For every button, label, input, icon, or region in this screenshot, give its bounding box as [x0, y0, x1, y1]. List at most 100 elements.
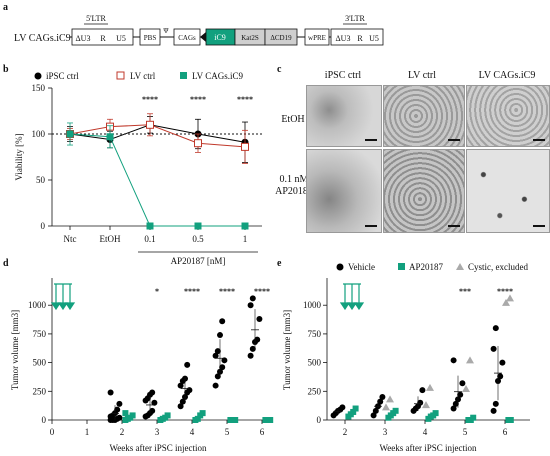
d-point-black [256, 315, 263, 322]
d-ytick-label: 500 [33, 358, 47, 368]
d-point-black [249, 295, 256, 302]
construct-name: LV CAGs.iC9 [14, 33, 71, 44]
panel-label-a: a [3, 2, 8, 13]
legend-ipsc-label: iPSC ctrl [46, 71, 79, 81]
scalebar-5 [448, 225, 460, 227]
e-point-black [497, 373, 504, 380]
d-point-black [149, 389, 156, 396]
legend-lvic9-label: LV CAGs.iC9 [192, 71, 244, 81]
e-point-black [417, 399, 424, 406]
b-xtick-label: EtOH [100, 234, 121, 244]
ltr3-du3: ΔU3 [336, 34, 351, 43]
d-point-black [212, 382, 219, 389]
d-injection-arrows [50, 283, 76, 311]
b-xtick-label: 0.1 [144, 234, 155, 244]
b-point-lvctrl [146, 120, 154, 129]
d-sig-2: **** [184, 287, 200, 296]
ic9-label: iC9 [214, 33, 226, 42]
legend-cystic-label: Cystic, excluded [468, 262, 528, 272]
d-point-black [212, 352, 219, 359]
micrograph-lvctrl-ap [383, 149, 465, 233]
e-legend: Vehicle AP20187 Cystic, excluded [336, 262, 528, 272]
e-xlabel: Weeks after iPSC injection [379, 443, 477, 453]
d-xtick-label: 5 [225, 427, 230, 437]
ltr3-r: R [357, 34, 363, 43]
legend-ipsc-marker [34, 72, 42, 80]
scalebar-1 [365, 139, 377, 141]
d-point-black [177, 382, 184, 389]
legend-vehicle-label: Vehicle [348, 262, 375, 272]
b-sig-1: **** [142, 95, 158, 104]
d-xtick-label: 6 [260, 427, 265, 437]
d-point-black [149, 407, 156, 414]
e-point-black [372, 407, 379, 414]
e-point-black [452, 400, 459, 407]
scalebar-3 [533, 139, 545, 141]
legend-ap20187-marker [398, 263, 405, 270]
d-xlabel: Weeks after iPSC injection [109, 443, 207, 453]
b-point-lvctrl [194, 139, 202, 148]
e-ytick-label: 500 [308, 358, 322, 368]
e-point-black [339, 404, 346, 411]
panel-label-d: d [3, 258, 9, 269]
kat2s-label: Kat2S [241, 34, 259, 42]
d-point-green [129, 412, 136, 419]
d-point-black [184, 361, 191, 368]
e-xtick-label: 5 [463, 427, 468, 437]
e-point-black [419, 387, 426, 394]
panel-label-e: e [277, 258, 282, 269]
d-sig-3: **** [219, 287, 235, 296]
d-xtick-label: 2 [120, 427, 125, 437]
d-point-black [254, 336, 261, 343]
e-point-cystic [502, 298, 510, 306]
e-point-green [470, 414, 477, 421]
d-xtick-label: 4 [190, 427, 195, 437]
d-point-black [186, 387, 193, 394]
d-xtick-label: 1 [85, 427, 90, 437]
b-ytick-label: 0 [41, 221, 46, 231]
legend-lvctrl-marker [116, 71, 125, 80]
d-point-black [217, 332, 223, 339]
b-legend: iPSC ctrl LV ctrl LV CAGs.iC9 [34, 71, 244, 81]
b-series-line-lviC9 [69, 133, 245, 227]
d-point-green [267, 417, 274, 423]
scalebar-2 [448, 139, 460, 141]
e-point-cystic [382, 403, 390, 411]
d-sig-4: **** [254, 287, 270, 296]
e-point-black [492, 400, 499, 407]
ltr5-box [71, 28, 134, 46]
pbs-box [139, 28, 161, 46]
dcd19-box [264, 28, 298, 46]
e-point-green [432, 410, 439, 417]
e-ytick-label: 750 [308, 329, 322, 339]
d-ytick-label: 750 [33, 329, 47, 339]
e-point-black [492, 325, 499, 332]
tumor-volume-chart-e: Tumor volume [mm3] Weeks after iPSC inje… [282, 262, 530, 453]
b-sig-3: **** [237, 95, 253, 104]
e-point-black [370, 412, 377, 419]
e-ytick-label: 0 [317, 415, 322, 425]
e-point-green [350, 408, 357, 415]
d-ytick-label: 250 [33, 386, 47, 396]
d-sig-1: * [155, 287, 159, 296]
d-point-black [249, 345, 256, 352]
micrograph-lvctrl-etoh [383, 85, 465, 147]
construct-map: LV CAGs.iC9 5'LTR ΔU3 R U5 PBS Ψ CAGs iC… [14, 14, 384, 46]
legend-lvctrl-label: LV ctrl [130, 71, 156, 81]
e-point-cystic [422, 401, 430, 409]
d-point-black [177, 403, 184, 410]
b-point-lvic9 [146, 222, 154, 230]
e-point-green [392, 407, 399, 414]
e-xtick-label: 3 [383, 427, 388, 437]
d-point-black [214, 348, 221, 355]
micrograph-lvic9-ap [466, 149, 550, 233]
e-point-black [499, 359, 506, 366]
e-point-black [379, 394, 386, 401]
dcd19-label: ΔCD19 [270, 34, 292, 42]
b-ylabel: Viability [%] [14, 133, 24, 180]
ltr3-box [330, 28, 384, 46]
b-point-lvic9 [106, 133, 114, 141]
d-point-black [214, 373, 221, 380]
legend-cystic-marker [456, 263, 464, 270]
d-point-black [179, 398, 186, 405]
